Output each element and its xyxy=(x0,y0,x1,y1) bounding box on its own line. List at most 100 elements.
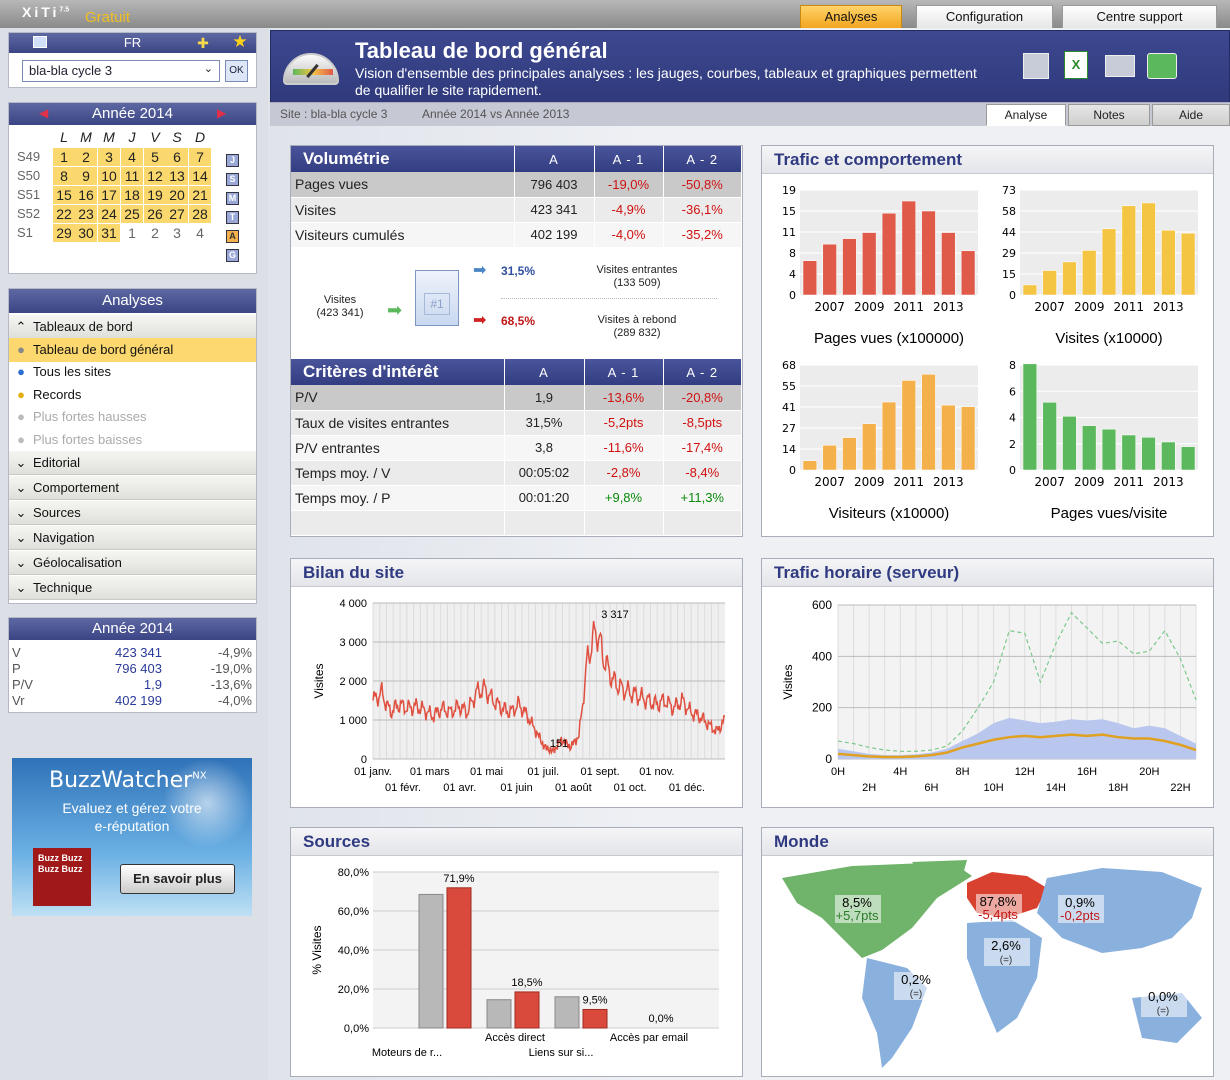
flow-bounce-pct: 68,5% xyxy=(501,314,536,328)
pdf-export-icon[interactable] xyxy=(1023,53,1049,79)
calendar-day[interactable]: 7 xyxy=(189,148,211,166)
calendar-day[interactable]: 20 xyxy=(166,186,188,204)
calendar-day[interactable]: 19 xyxy=(144,186,166,204)
calendar-day[interactable]: 10 xyxy=(98,167,120,185)
calendar-dow: J xyxy=(128,129,136,145)
menu-item[interactable]: ⌄ Editorial xyxy=(9,451,256,475)
calendar-day[interactable]: 31 xyxy=(98,224,120,242)
calendar-day[interactable]: 2 xyxy=(75,148,97,166)
x-tick-label: Liens sur si... xyxy=(529,1047,594,1059)
tab-centre-support[interactable]: Centre support xyxy=(1062,5,1217,28)
calendar-day[interactable]: 12 xyxy=(144,167,166,185)
calendar-day[interactable]: 11 xyxy=(121,167,143,185)
year-summary-title: Année 2014 xyxy=(9,618,256,640)
bar xyxy=(1101,228,1117,296)
period-button-j[interactable]: J xyxy=(226,154,239,167)
menu-item[interactable]: ⌄ Comportement xyxy=(9,476,256,500)
site-select[interactable]: bla-bla cycle 3 ⌄ xyxy=(22,60,220,82)
period-button-m[interactable]: M xyxy=(226,192,239,205)
greenland-shape xyxy=(912,860,967,888)
tab-configuration[interactable]: Configuration xyxy=(916,5,1053,28)
calendar-day[interactable]: 30 xyxy=(75,224,97,242)
menu-item-label: Sources xyxy=(33,505,81,520)
next-year-icon[interactable]: ▶ xyxy=(217,106,227,120)
period-button-a[interactable]: A xyxy=(226,230,239,243)
calendar-week-number[interactable]: S52 xyxy=(17,206,41,221)
calendar-day[interactable]: 13 xyxy=(166,167,188,185)
calendar-dow: D xyxy=(194,129,206,145)
buzzwatcher-ad[interactable]: BuzzWatcherNX Evaluez et gérez votre e-r… xyxy=(12,758,252,916)
add-favorite-icon[interactable]: ✚ xyxy=(197,35,209,51)
calendar-day[interactable]: 23 xyxy=(75,205,97,223)
col-a2: A - 2 xyxy=(663,359,742,385)
bar xyxy=(1082,250,1097,296)
trafic-mini-charts: 0 4 8 11 15 19 2007 2009 2011 2013 Pages vues (x10… xyxy=(782,184,1198,522)
menu-item[interactable]: ● Records xyxy=(9,383,256,407)
sites-icon[interactable] xyxy=(33,36,47,48)
ad-learn-more-button[interactable]: En savoir plus xyxy=(120,864,235,894)
prev-year-icon[interactable]: ◀ xyxy=(39,106,49,120)
bar xyxy=(514,991,540,1029)
calendar-day[interactable]: 8 xyxy=(53,167,75,185)
calendar-day[interactable]: 22 xyxy=(53,205,75,223)
bar xyxy=(881,401,897,471)
tab-aide[interactable]: Aide xyxy=(1152,104,1230,126)
y-tick-label: 0 xyxy=(1009,289,1016,302)
edition-label: Gratuit xyxy=(85,9,131,26)
menu-item[interactable]: ⌄ Technique xyxy=(9,576,256,600)
calendar-day[interactable]: 24 xyxy=(98,205,120,223)
email-icon[interactable] xyxy=(1105,55,1135,77)
bar xyxy=(862,232,877,296)
calendar-day[interactable]: 15 xyxy=(53,186,75,204)
calendar-day[interactable]: 1 xyxy=(53,148,75,166)
menu-item[interactable]: ⌄ Sources xyxy=(9,501,256,525)
tab-analyses[interactable]: Analyses xyxy=(800,5,902,28)
period-button-s[interactable]: S xyxy=(226,173,239,186)
menu-item[interactable]: ● Tous les sites xyxy=(9,360,256,384)
calendar-day[interactable]: 16 xyxy=(75,186,97,204)
calendar-week-number[interactable]: S51 xyxy=(17,187,41,202)
calendar-day[interactable]: 5 xyxy=(144,148,166,166)
calendar-day[interactable]: 2 xyxy=(151,225,159,241)
horaire-panel: Trafic horaire (serveur) 0 200 400 600 Visit… xyxy=(761,558,1214,808)
calendar-day[interactable]: 4 xyxy=(196,225,204,241)
calendar-day[interactable]: 4 xyxy=(121,148,143,166)
map-pct-label: 87,8% xyxy=(980,894,1017,909)
calendar-day[interactable]: 18 xyxy=(121,186,143,204)
menu-item[interactable]: ⌃ Tableaux de bord xyxy=(9,315,256,339)
calendar-day[interactable]: 3 xyxy=(173,225,181,241)
calendar-week-number[interactable]: S50 xyxy=(17,168,41,183)
lang-code[interactable]: FR xyxy=(123,35,142,50)
ok-button[interactable]: OK xyxy=(225,60,248,82)
tab-analyse[interactable]: Analyse xyxy=(986,104,1066,126)
menu-item[interactable]: ⌄ Navigation xyxy=(9,526,256,550)
tab-notes[interactable]: Notes xyxy=(1068,104,1150,126)
summary-row: P/V 1,9 -13,6% xyxy=(12,677,252,692)
calendar-day[interactable]: 1 xyxy=(128,225,136,241)
star-icon[interactable]: ★ xyxy=(232,32,248,51)
period-button-t[interactable]: T xyxy=(226,211,239,224)
calendar-day[interactable]: 27 xyxy=(166,205,188,223)
calendar-day[interactable]: 26 xyxy=(144,205,166,223)
xiti-logo[interactable]: XiTi7.5 xyxy=(22,4,70,20)
period-button-g[interactable]: G xyxy=(226,249,239,262)
calendar-day[interactable]: 21 xyxy=(189,186,211,204)
y-tick-label: 1 000 xyxy=(339,715,367,727)
calendar-day[interactable]: 3 xyxy=(98,148,120,166)
calendar-day[interactable]: 17 xyxy=(98,186,120,204)
excel-export-icon[interactable]: X xyxy=(1064,51,1088,79)
menu-item-label: Tous les sites xyxy=(33,364,112,379)
calendar-day[interactable]: 6 xyxy=(166,148,188,166)
calendar-day[interactable]: 28 xyxy=(189,205,211,223)
calendar-day[interactable]: 29 xyxy=(53,224,75,242)
print-icon[interactable] xyxy=(1147,53,1177,79)
calendar-day[interactable]: 25 xyxy=(121,205,143,223)
x-tick-label: 2007 xyxy=(814,300,845,314)
x-tick-label: 01 mai xyxy=(470,766,503,778)
calendar-day[interactable]: 9 xyxy=(75,167,97,185)
menu-item[interactable]: ⌄ Géolocalisation xyxy=(9,551,256,575)
calendar-week-number[interactable]: S49 xyxy=(17,149,41,164)
calendar-day[interactable]: 14 xyxy=(189,167,211,185)
calendar-week-number[interactable]: S1 xyxy=(17,225,33,240)
menu-item[interactable]: ● Tableau de bord général xyxy=(9,338,256,362)
